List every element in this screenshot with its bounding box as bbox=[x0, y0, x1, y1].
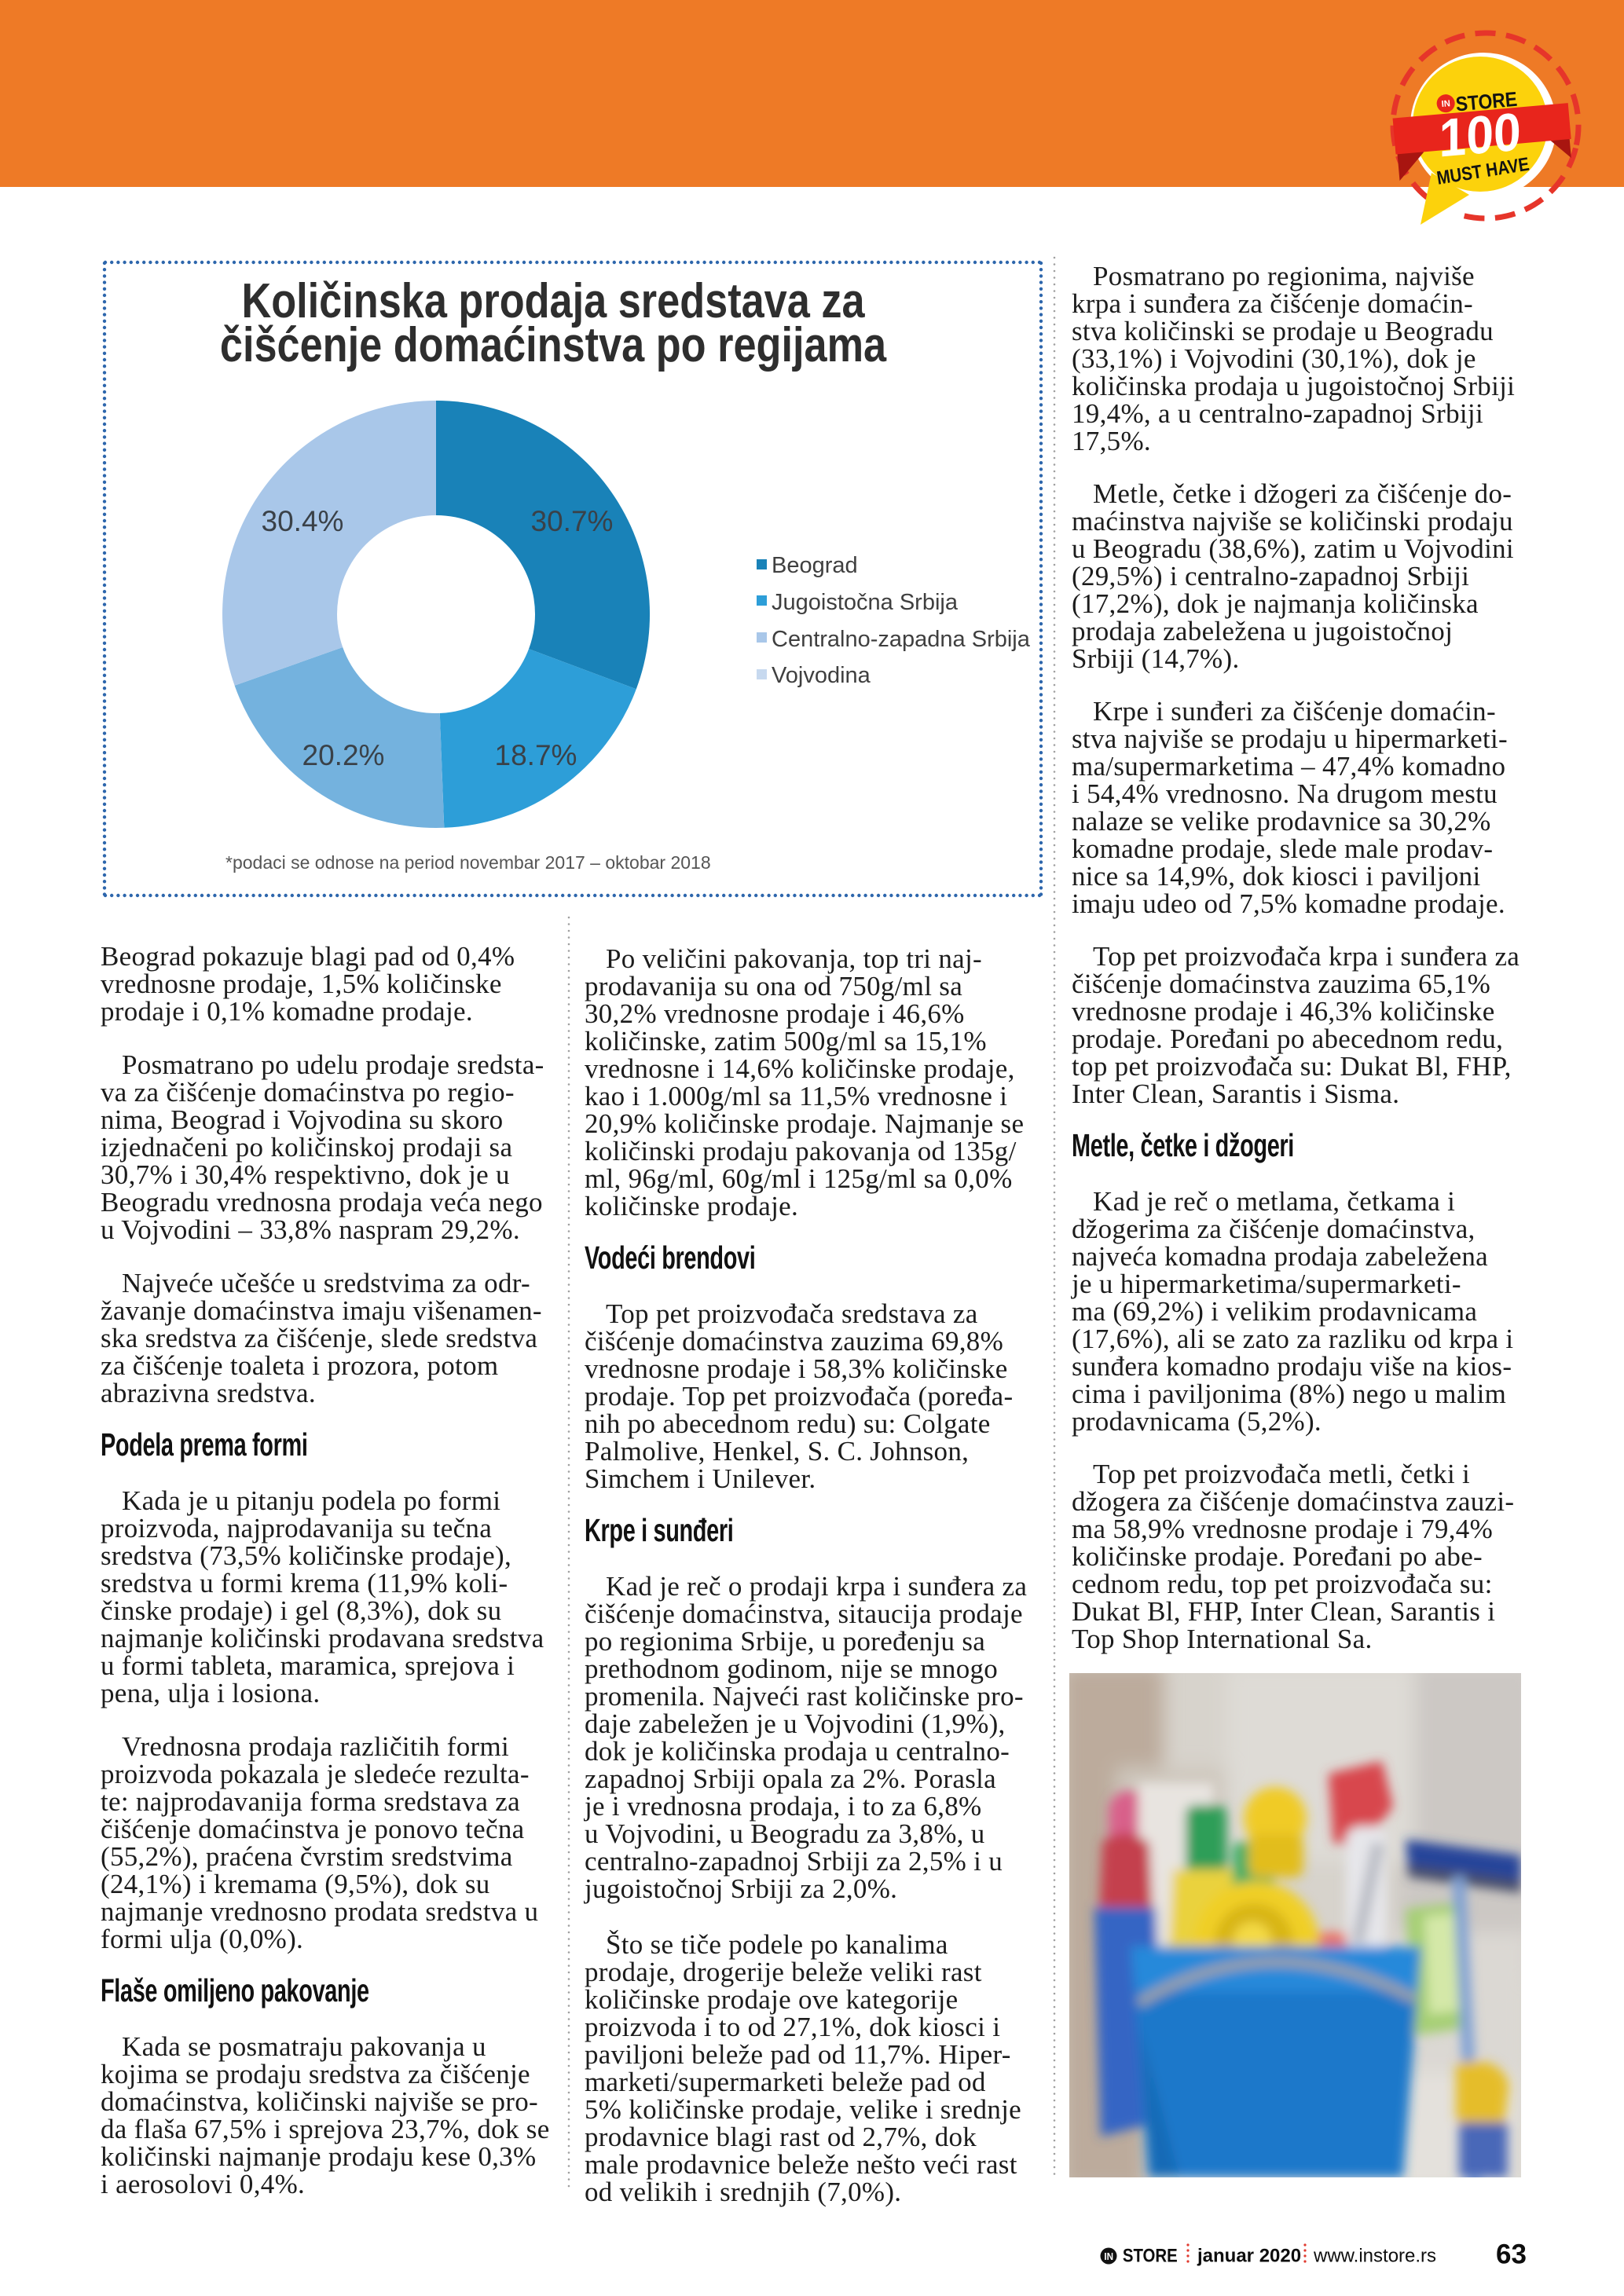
svg-text:Centralno-zapadna Srbija: Centralno-zapadna Srbija bbox=[772, 627, 1031, 652]
svg-text:www.instore.rs: www.instore.rs bbox=[1313, 2246, 1436, 2267]
svg-text:63: 63 bbox=[1496, 2239, 1527, 2270]
svg-text:IN: IN bbox=[1441, 99, 1450, 109]
svg-text:100: 100 bbox=[1439, 101, 1521, 168]
svg-text:Vojvodina: Vojvodina bbox=[772, 663, 871, 688]
svg-text:18.7%: 18.7% bbox=[495, 739, 577, 771]
svg-text:30.4%: 30.4% bbox=[262, 505, 344, 537]
svg-text:30.7%: 30.7% bbox=[531, 505, 614, 537]
svg-text:STORE: STORE bbox=[1123, 2245, 1178, 2266]
svg-text:STORE: STORE bbox=[1455, 88, 1519, 115]
svg-text:Jugoistočna Srbija: Jugoistočna Srbija bbox=[772, 590, 959, 615]
svg-text:januar 2020: januar 2020 bbox=[1197, 2246, 1301, 2267]
svg-text:Beograd: Beograd bbox=[772, 553, 858, 578]
svg-text:IN: IN bbox=[1104, 2250, 1113, 2262]
svg-text:20.2%: 20.2% bbox=[302, 739, 385, 771]
